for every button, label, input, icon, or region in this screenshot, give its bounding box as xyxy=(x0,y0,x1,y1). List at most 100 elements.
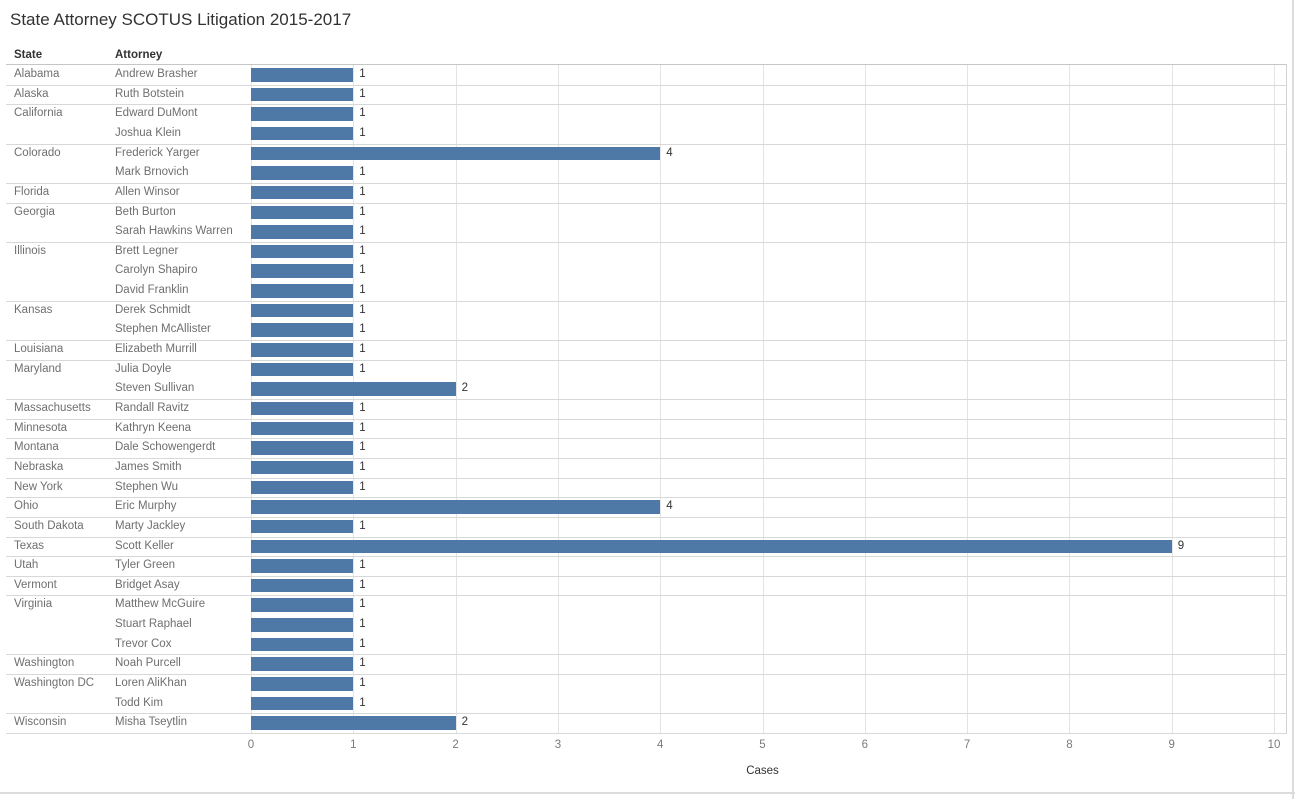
case-bar[interactable] xyxy=(251,441,354,455)
case-bar[interactable] xyxy=(251,146,661,161)
x-tick-label: 7 xyxy=(963,739,971,751)
attorney-label: Derek Schmidt xyxy=(115,303,191,316)
case-bar[interactable] xyxy=(251,637,354,652)
bar-value-label: 1 xyxy=(359,559,366,572)
bar-value-label: 1 xyxy=(359,618,366,631)
x-tick-label: 0 xyxy=(247,739,255,751)
case-bar[interactable] xyxy=(251,303,354,318)
state-label: Virginia xyxy=(14,598,53,611)
table-row: Utah Tyler Green 1 xyxy=(0,556,1295,576)
table-row: Trevor Cox 1 xyxy=(0,635,1295,655)
case-bar[interactable] xyxy=(251,480,354,495)
state-label: Colorado xyxy=(14,146,61,159)
state-label: Nebraska xyxy=(14,460,64,473)
attorney-label: Dale Schowengerdt xyxy=(115,441,216,454)
case-bar[interactable] xyxy=(251,460,354,475)
group-separator xyxy=(6,398,1287,400)
case-bar[interactable] xyxy=(251,657,354,671)
attorney-label: Stephen Wu xyxy=(115,480,179,493)
case-bar[interactable] xyxy=(251,382,456,396)
group-separator xyxy=(6,674,1287,676)
table-row: Steven Sullivan 2 xyxy=(0,379,1295,399)
table-row: Alaska Ruth Botstein 1 xyxy=(0,85,1295,105)
table-row: Illinois Brett Legner 1 xyxy=(0,242,1295,262)
bar-value-label: 4 xyxy=(666,500,673,513)
attorney-label: Carolyn Shapiro xyxy=(115,264,198,277)
attorney-label: Brett Legner xyxy=(115,244,179,257)
bar-value-label: 1 xyxy=(359,126,366,139)
attorney-label: Stuart Raphael xyxy=(115,618,192,631)
state-label: Georgia xyxy=(14,205,55,218)
case-bar[interactable] xyxy=(251,500,661,514)
case-bar[interactable] xyxy=(251,68,354,82)
bar-value-label: 1 xyxy=(359,205,366,218)
bar-value-label: 9 xyxy=(1177,539,1185,552)
table-row: Virginia Matthew McGuire 1 xyxy=(0,595,1295,615)
case-bar[interactable] xyxy=(251,539,1172,554)
group-separator xyxy=(6,359,1287,361)
state-label: Washington xyxy=(14,657,75,670)
state-label: Montana xyxy=(14,441,59,454)
attorney-label: James Smith xyxy=(115,460,182,473)
bar-value-label: 1 xyxy=(359,441,366,454)
group-separator xyxy=(6,595,1287,597)
table-row: Stephen McAllister 1 xyxy=(0,320,1295,340)
table-row: South Dakota Marty Jackley 1 xyxy=(0,517,1295,537)
case-bar[interactable] xyxy=(251,677,354,691)
column-header-state: State xyxy=(14,49,43,61)
group-separator xyxy=(6,575,1287,577)
bar-value-label: 2 xyxy=(461,382,468,395)
attorney-label: David Franklin xyxy=(115,284,189,297)
case-bar[interactable] xyxy=(251,87,354,102)
attorney-label: Eric Murphy xyxy=(115,500,177,513)
attorney-label: Kathryn Keena xyxy=(115,421,192,434)
attorney-label: Todd Kim xyxy=(115,696,163,709)
case-bar[interactable] xyxy=(251,323,354,337)
attorney-label: Frederick Yarger xyxy=(115,146,200,159)
attorney-label: Marty Jackley xyxy=(115,519,186,532)
table-row: Colorado Frederick Yarger 4 xyxy=(0,144,1295,164)
group-separator xyxy=(6,241,1287,243)
case-bar[interactable] xyxy=(251,244,354,259)
bar-value-label: 1 xyxy=(359,637,366,650)
case-bar[interactable] xyxy=(251,696,354,711)
case-bar[interactable] xyxy=(251,205,354,220)
case-bar[interactable] xyxy=(251,421,354,436)
case-bar[interactable] xyxy=(251,598,354,612)
case-bar[interactable] xyxy=(251,166,354,180)
case-bar[interactable] xyxy=(251,362,354,377)
case-bar[interactable] xyxy=(251,559,354,573)
case-bar[interactable] xyxy=(251,264,354,278)
case-bar[interactable] xyxy=(251,225,354,239)
table-row: Maryland Julia Doyle 1 xyxy=(0,360,1295,380)
case-bar[interactable] xyxy=(251,107,354,121)
case-bar[interactable] xyxy=(251,519,354,534)
state-label: Louisiana xyxy=(14,343,64,356)
group-separator xyxy=(6,654,1287,656)
case-bar[interactable] xyxy=(251,401,354,416)
case-bar[interactable] xyxy=(251,578,354,593)
case-bar[interactable] xyxy=(251,716,456,730)
attorney-label: Mark Brnovich xyxy=(115,166,189,179)
group-separator xyxy=(6,143,1287,145)
attorney-label: Ruth Botstein xyxy=(115,87,185,100)
case-bar[interactable] xyxy=(251,126,354,141)
attorney-label: Matthew McGuire xyxy=(115,598,206,611)
case-bar[interactable] xyxy=(251,618,354,632)
attorney-label: Andrew Brasher xyxy=(115,68,198,80)
bar-value-label: 1 xyxy=(359,343,366,356)
group-separator xyxy=(6,457,1287,459)
case-bar[interactable] xyxy=(251,343,354,357)
attorney-label: Randall Ravitz xyxy=(115,401,190,414)
bar-value-label: 1 xyxy=(359,677,366,690)
group-separator xyxy=(6,438,1287,440)
table-row: Mark Brnovich 1 xyxy=(0,163,1295,183)
bar-value-label: 1 xyxy=(359,480,366,493)
bar-value-label: 4 xyxy=(666,146,673,159)
table-row: Stuart Raphael 1 xyxy=(0,615,1295,635)
state-label: Maryland xyxy=(14,362,62,375)
case-bar[interactable] xyxy=(251,284,354,298)
state-label: Minnesota xyxy=(14,421,68,434)
case-bar[interactable] xyxy=(251,185,354,200)
